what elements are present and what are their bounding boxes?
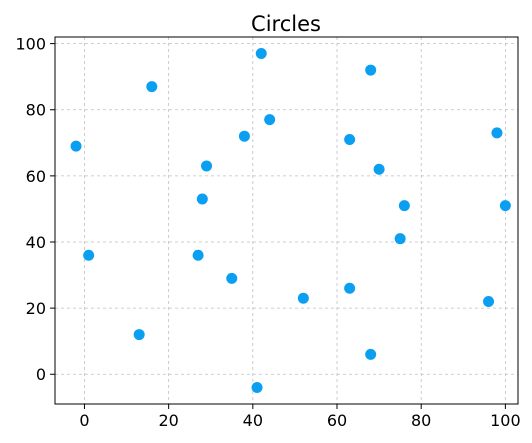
data-point [133, 329, 145, 341]
data-point [264, 114, 276, 126]
x-tick-label: 100 [490, 411, 521, 430]
data-points [70, 48, 511, 393]
x-tick-label: 60 [327, 411, 347, 430]
chart-title: Circles [251, 12, 321, 36]
x-tick-label: 80 [411, 411, 431, 430]
y-tick-label: 60 [26, 167, 46, 186]
y-tick-label: 80 [26, 101, 46, 120]
data-point [226, 272, 238, 284]
data-point [297, 292, 309, 304]
x-tick-label: 0 [79, 411, 89, 430]
axis-ticks: 0 20 40 60 80 100 0 20 40 60 80 100 [15, 35, 520, 430]
data-point [70, 140, 82, 152]
data-point [365, 64, 377, 76]
y-tick-label: 0 [36, 365, 46, 384]
data-point [344, 282, 356, 294]
x-tick-label: 20 [158, 411, 178, 430]
data-point [146, 81, 158, 93]
data-point [499, 200, 511, 212]
data-point [255, 48, 267, 60]
data-point [483, 296, 495, 308]
y-tick-label: 40 [26, 233, 46, 252]
data-point [394, 233, 406, 245]
data-point [192, 249, 204, 261]
x-tick-label: 40 [243, 411, 263, 430]
data-point [238, 130, 250, 142]
grid [55, 37, 518, 404]
data-point [365, 348, 377, 360]
y-tick-label: 100 [15, 35, 46, 54]
data-point [251, 381, 263, 393]
data-point [373, 163, 385, 175]
data-point [83, 249, 95, 261]
data-point [344, 133, 356, 145]
data-point [491, 127, 503, 139]
data-point [398, 200, 410, 212]
plot-frame [54, 36, 519, 405]
data-point [196, 193, 208, 205]
y-tick-label: 20 [26, 299, 46, 318]
data-point [201, 160, 213, 172]
